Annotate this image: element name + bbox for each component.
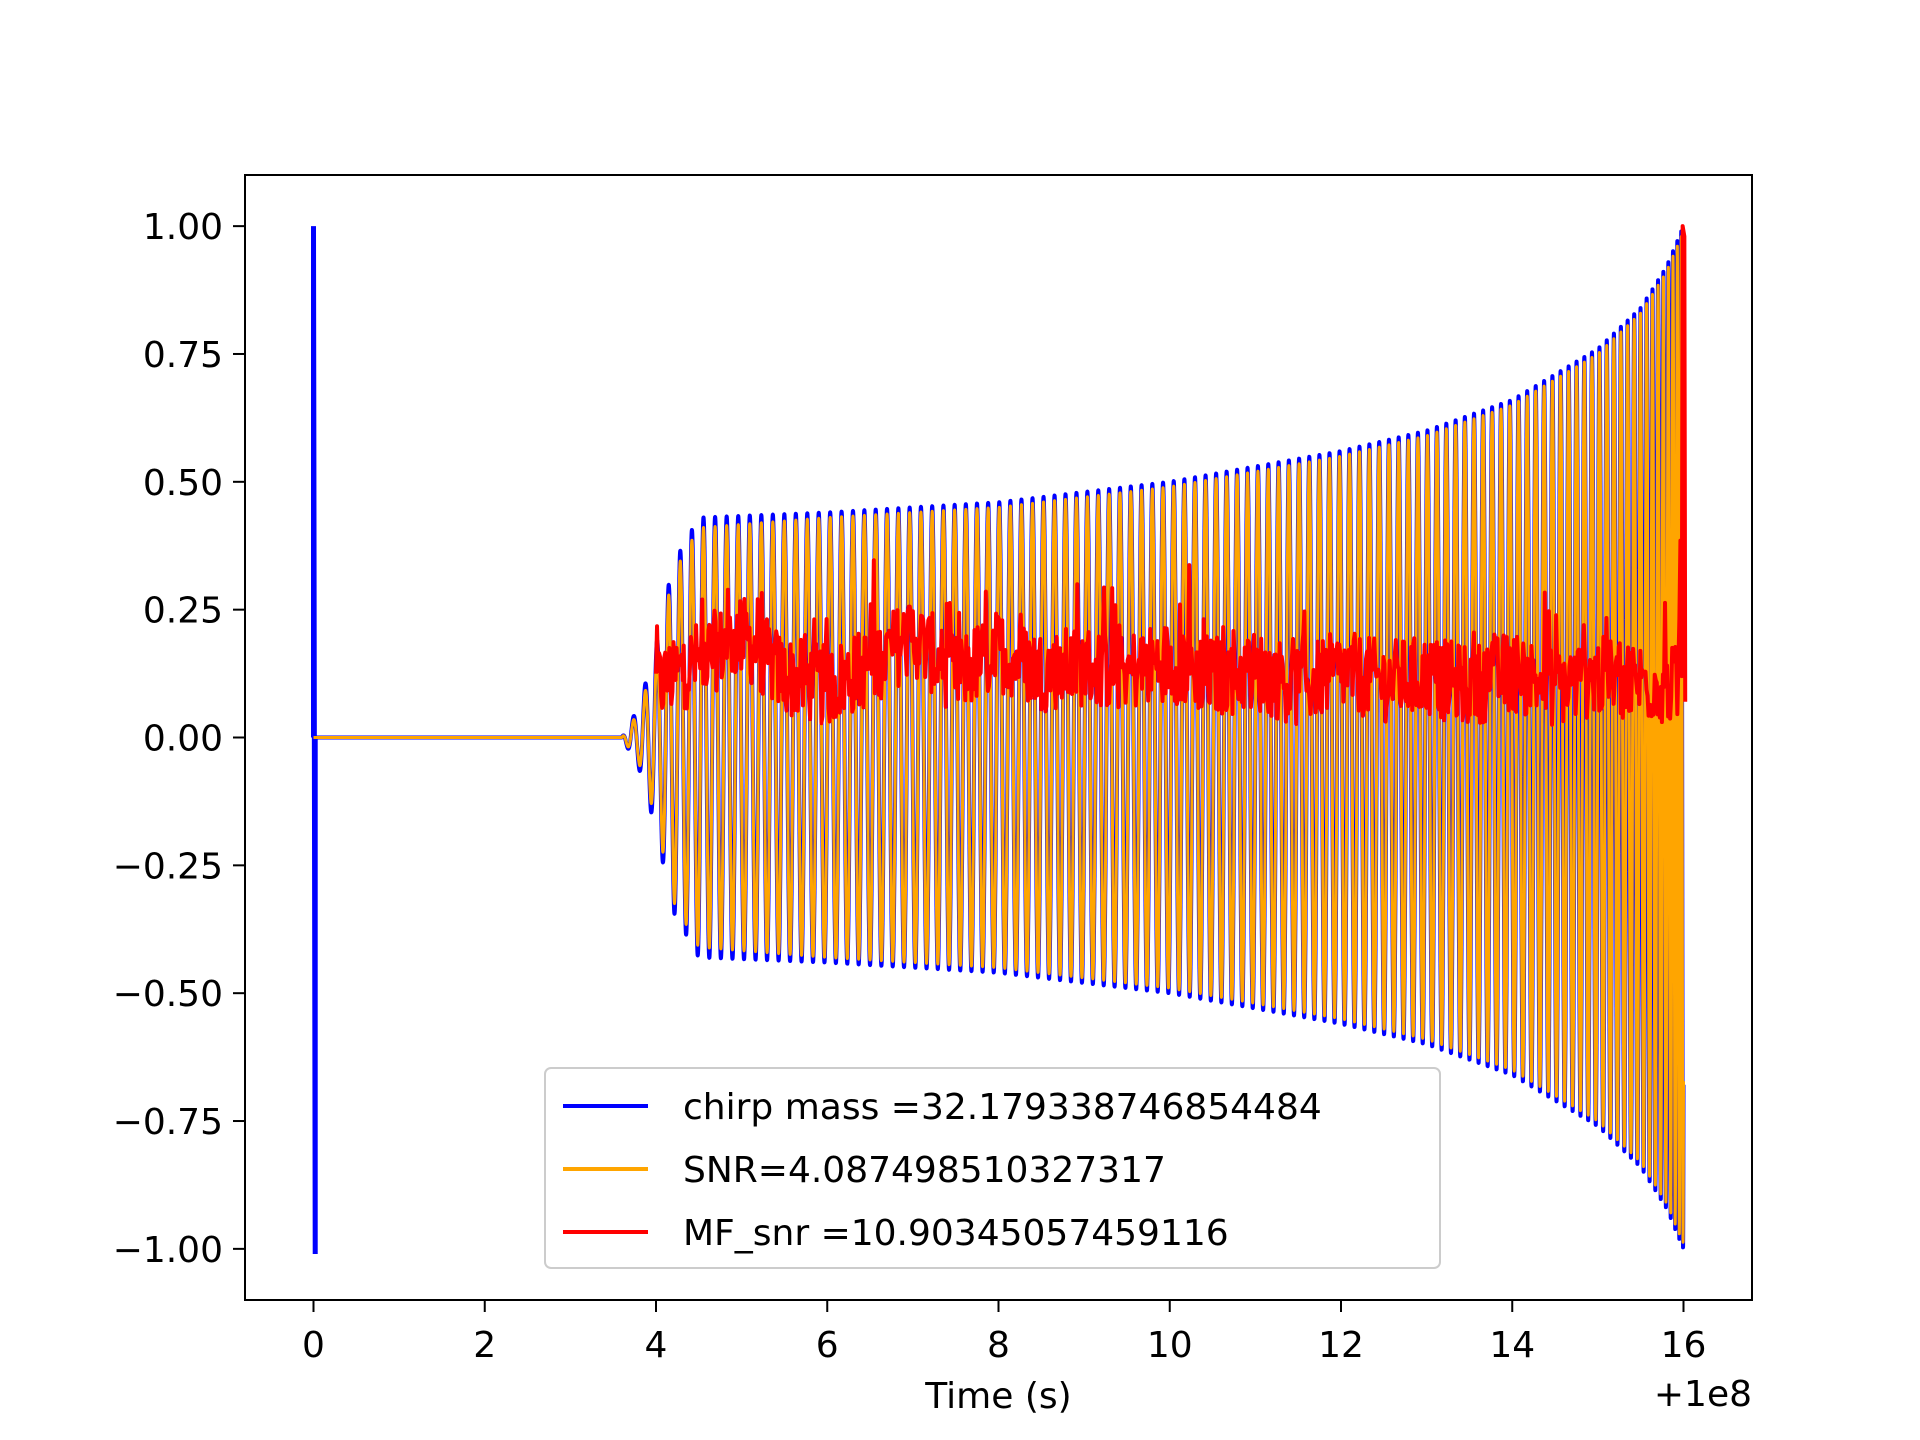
series-line-2 <box>654 224 1688 727</box>
y-tick-label: −0.50 <box>113 974 223 1015</box>
legend-box <box>544 1067 1441 1269</box>
x-tick-label: 12 <box>1318 1325 1364 1366</box>
x-tick-label: 8 <box>987 1325 1010 1366</box>
x-axis-label: Time (s) <box>924 1376 1071 1417</box>
x-tick-label: 10 <box>1147 1325 1193 1366</box>
legend-entry-label: SNR=4.087498510327317 <box>683 1150 1166 1191</box>
y-axis: 1.00 0.75 0.50 0.25 0.00 −0.25 −0.50 −0.75 −1.00 <box>113 207 245 1271</box>
y-tick-label: 0.00 <box>143 719 223 760</box>
y-tick-label: 1.00 <box>143 207 223 248</box>
legend: chirp mass =32.179338746854484 SNR=4.0874… <box>544 1067 1441 1269</box>
x-tick-label: 4 <box>645 1325 668 1366</box>
x-tick-label: 6 <box>816 1325 839 1366</box>
series-line-1 <box>312 235 1685 1244</box>
x-tick-label: 2 <box>473 1325 496 1366</box>
x-tick-label: 14 <box>1489 1325 1535 1366</box>
y-tick-label: 0.50 <box>143 463 223 504</box>
y-tick-label: 0.25 <box>143 591 223 632</box>
series-spike-0 <box>311 226 318 1254</box>
y-tick-label: −0.25 <box>113 846 223 887</box>
y-tick-label: −1.00 <box>113 1230 223 1271</box>
x-axis: 0 2 4 6 8 10 12 14 16 <box>302 1300 1706 1366</box>
y-tick-label: −0.75 <box>113 1102 223 1143</box>
y-tick-label: 0.75 <box>143 335 223 376</box>
plot-area <box>311 224 1688 1254</box>
legend-entry-label: chirp mass =32.179338746854484 <box>683 1087 1322 1128</box>
legend-entry-label: MF_snr =10.90345057459116 <box>683 1213 1229 1254</box>
x-axis-offset-label: +1e8 <box>1654 1374 1752 1415</box>
x-tick-label: 16 <box>1661 1325 1707 1366</box>
x-tick-label: 0 <box>302 1325 325 1366</box>
